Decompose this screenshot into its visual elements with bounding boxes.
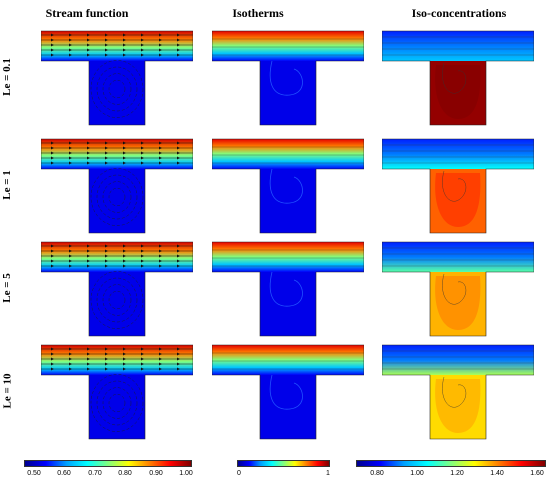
row-label-le-1: Le = 1 (1, 170, 13, 200)
stream-colorbar-tick: 0.70 (88, 470, 102, 477)
temperature-colorbar: 0 1 (237, 460, 330, 480)
temperature-colorbar-tick: 0 (237, 470, 241, 477)
stream-colorbar-tick: 1.00 (179, 470, 193, 477)
stream-colorbar-tick: 0.50 (27, 470, 41, 477)
row-label-le-5: Le = 5 (1, 273, 13, 303)
concentration-colorbar-gradient (356, 460, 546, 467)
conc-contour-panel (382, 135, 534, 235)
column-title-isotherms: Isotherms (232, 6, 284, 20)
stream-colorbar-tick: 0.90 (149, 470, 163, 477)
stream-function-colorbar: 0.50 0.60 0.70 0.80 0.90 1.00 (24, 460, 193, 480)
stream-contour-panel (41, 135, 193, 235)
temperature-colorbar-gradient (237, 460, 330, 467)
stream-colorbar-tick: 0.60 (57, 470, 71, 477)
conc-contour-panel (382, 341, 534, 441)
conc-contour-panel (382, 238, 534, 338)
column-title-iso-concentrations: Iso-concentrations (411, 6, 507, 20)
stream-contour-panel (41, 238, 193, 338)
conc-contour-panel (382, 27, 534, 127)
concentration-colorbar-tick: 0.80 (370, 470, 384, 477)
stream-contour-panel (41, 27, 193, 127)
temp-contour-panel (212, 135, 364, 235)
stream-colorbar-tick: 0.80 (118, 470, 132, 477)
concentration-colorbar-tick: 1.20 (450, 470, 464, 477)
concentration-colorbar-tick: 1.60 (530, 470, 544, 477)
temp-contour-panel (212, 27, 364, 127)
concentration-colorbar-tick: 1.40 (490, 470, 504, 477)
temp-contour-panel (212, 238, 364, 338)
temp-contour-panel (212, 341, 364, 441)
row-label-le-10: Le = 10 (1, 373, 13, 409)
concentration-colorbar: 0.80 1.00 1.20 1.40 1.60 (356, 460, 546, 480)
temperature-colorbar-tick: 1 (326, 470, 330, 477)
stream-colorbar-gradient (24, 460, 192, 467)
column-title-stream-function: Stream function (45, 6, 129, 20)
concentration-colorbar-tick: 1.00 (410, 470, 424, 477)
row-label-le-0-1: Le = 0.1 (1, 58, 13, 96)
stream-contour-panel (41, 341, 193, 441)
